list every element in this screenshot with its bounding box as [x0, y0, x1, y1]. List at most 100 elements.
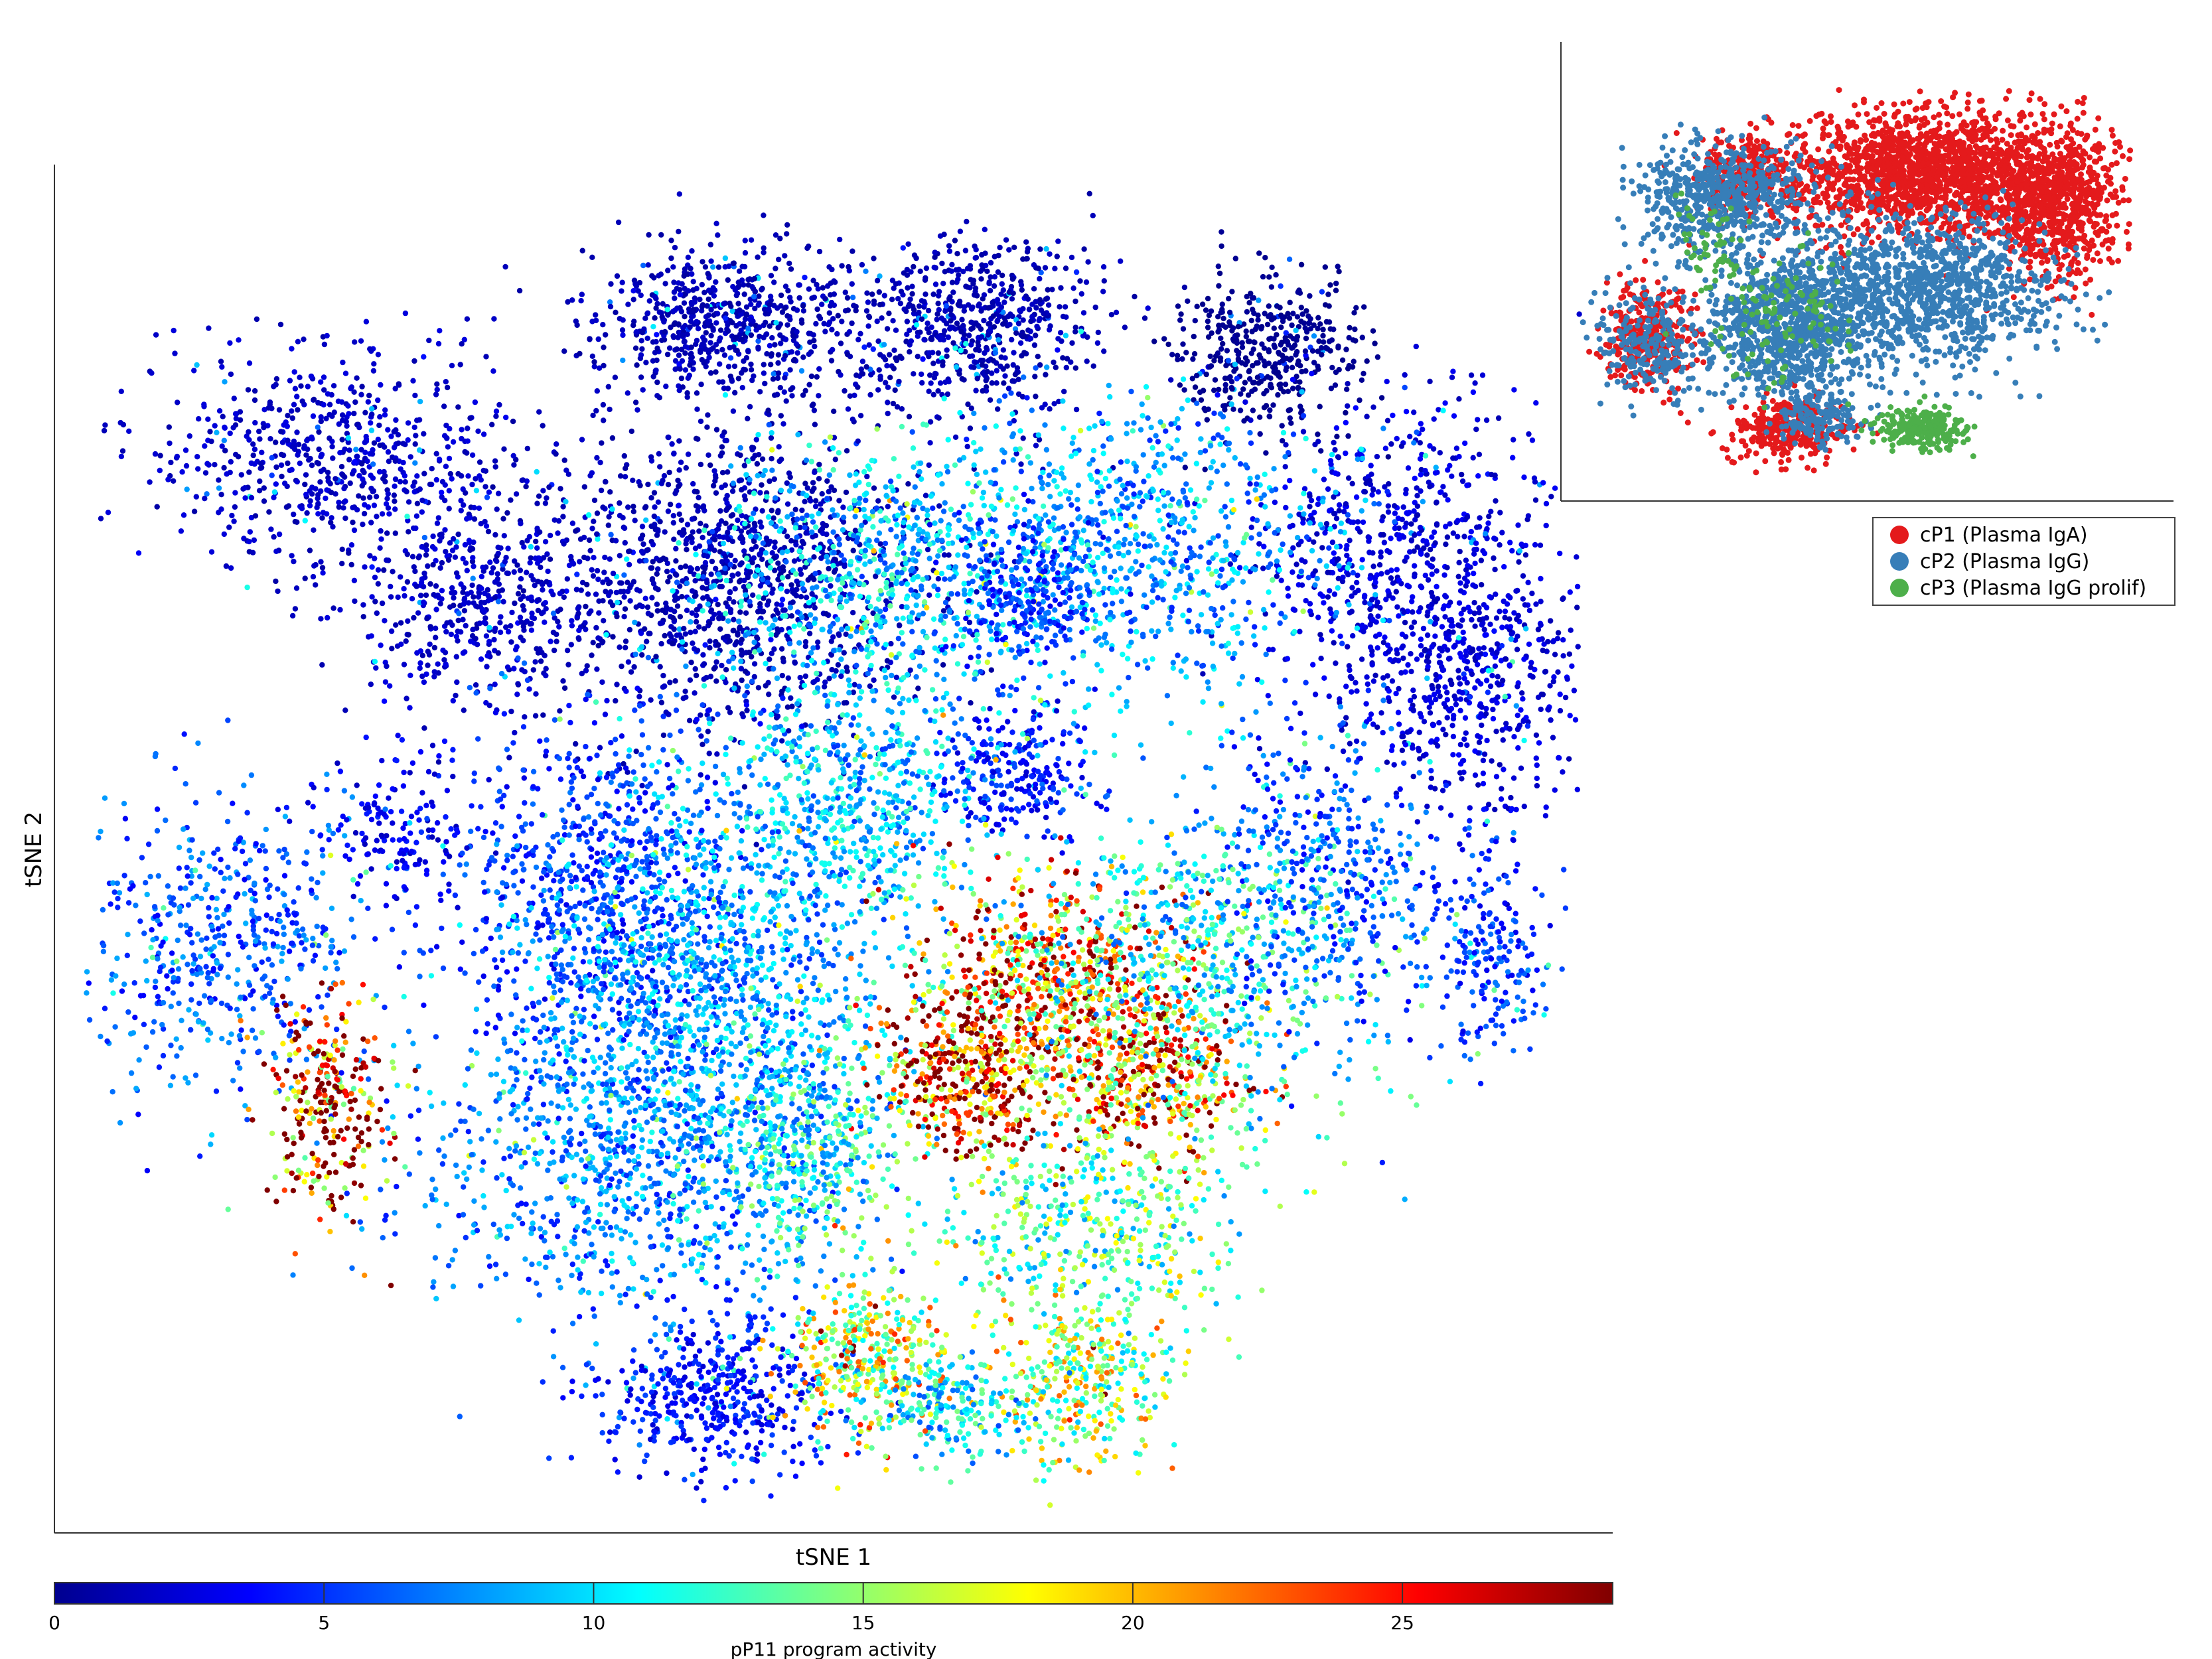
data-point	[1287, 478, 1292, 483]
data-point	[1055, 253, 1060, 259]
data-point	[1013, 330, 1019, 336]
data-point	[1412, 574, 1417, 579]
data-point	[639, 346, 644, 352]
data-point	[744, 707, 749, 713]
data-point	[827, 311, 832, 316]
data-point	[620, 327, 625, 332]
data-point	[755, 461, 760, 467]
data-point	[680, 358, 685, 364]
data-point	[885, 658, 890, 664]
data-point	[666, 508, 671, 514]
data-point	[1359, 656, 1364, 662]
data-point	[889, 297, 895, 302]
data-point	[891, 348, 897, 353]
data-point	[595, 536, 600, 541]
data-point	[1316, 338, 1321, 344]
data-point	[688, 678, 693, 683]
data-point	[1353, 680, 1358, 685]
data-point	[1493, 498, 1498, 504]
data-point	[1402, 372, 1408, 378]
data-point	[1331, 511, 1337, 516]
data-point	[212, 462, 217, 467]
data-point	[1266, 647, 1272, 652]
data-point	[811, 338, 816, 343]
data-point	[529, 628, 534, 633]
data-point	[936, 350, 941, 356]
data-point	[608, 532, 613, 538]
data-point	[562, 457, 567, 463]
data-point	[1122, 325, 1128, 330]
data-point	[370, 488, 376, 494]
data-point	[387, 684, 392, 689]
data-point	[766, 599, 771, 604]
data-point	[801, 308, 806, 313]
data-point	[486, 625, 492, 630]
data-point	[401, 586, 406, 591]
data-point	[685, 522, 690, 527]
data-point	[1425, 632, 1430, 638]
data-point	[978, 269, 983, 274]
data-point	[761, 362, 767, 367]
data-point	[1333, 281, 1339, 286]
data-point	[1489, 472, 1494, 477]
data-point	[703, 264, 708, 269]
data-point	[850, 295, 855, 300]
data-point	[683, 695, 688, 700]
data-point	[650, 559, 656, 564]
data-point	[434, 382, 439, 387]
data-point	[1374, 572, 1380, 577]
data-point	[741, 714, 746, 719]
data-point	[660, 478, 665, 483]
data-point	[1380, 697, 1386, 703]
data-point	[1307, 609, 1313, 614]
data-point	[492, 459, 498, 464]
data-point	[735, 632, 740, 638]
data-point	[813, 504, 818, 509]
data-point	[504, 510, 510, 516]
data-point	[388, 594, 394, 599]
data-point	[1220, 309, 1225, 315]
data-point	[323, 416, 329, 421]
data-point	[700, 535, 705, 540]
data-point	[627, 562, 632, 567]
data-point	[924, 265, 929, 271]
data-point	[999, 281, 1005, 287]
data-point	[617, 580, 623, 585]
data-point	[640, 541, 646, 547]
data-point	[666, 435, 671, 440]
data-point	[1390, 678, 1395, 684]
data-point	[1497, 762, 1503, 767]
data-point	[665, 352, 670, 357]
data-point	[257, 488, 262, 493]
data-point	[360, 522, 365, 527]
data-point	[877, 367, 882, 372]
data-point	[1418, 605, 1423, 611]
data-point	[599, 440, 604, 445]
data-point	[232, 504, 238, 510]
data-point	[404, 695, 409, 701]
data-point	[102, 428, 107, 433]
data-point	[224, 563, 229, 569]
data-point	[1283, 442, 1288, 447]
data-point	[1425, 609, 1430, 614]
data-point	[419, 544, 425, 549]
data-point	[490, 565, 496, 571]
data-point	[1226, 358, 1231, 363]
data-point	[759, 482, 764, 488]
data-point	[1451, 413, 1457, 419]
data-point	[479, 574, 484, 579]
data-point	[940, 281, 946, 286]
data-point	[1114, 310, 1119, 315]
data-point	[686, 376, 691, 381]
data-point	[462, 596, 467, 601]
data-point	[934, 317, 939, 322]
data-point	[1349, 689, 1354, 695]
data-point	[354, 376, 359, 381]
data-point	[751, 374, 756, 379]
data-point	[639, 652, 644, 658]
data-point	[871, 301, 877, 307]
data-point	[466, 600, 471, 605]
data-point	[1053, 365, 1059, 370]
data-point	[1268, 382, 1273, 387]
data-point	[610, 435, 615, 441]
